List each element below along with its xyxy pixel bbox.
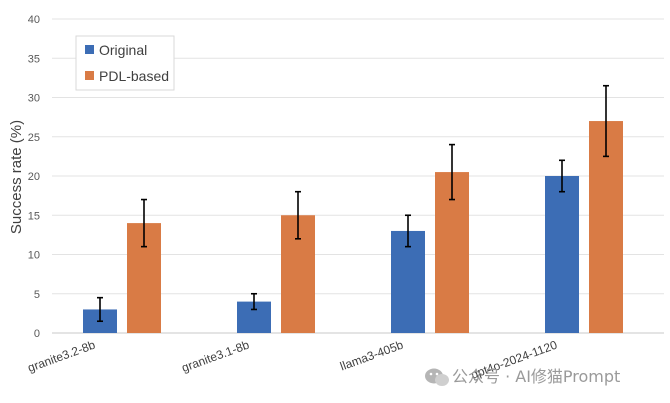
x-category-label: granite3.1-8b bbox=[180, 338, 252, 375]
legend-swatch-pdl-based bbox=[85, 71, 94, 80]
y-tick-label: 20 bbox=[28, 171, 40, 183]
legend: Original PDL-based bbox=[75, 35, 175, 91]
bar-original-llama3-405b bbox=[391, 230, 425, 333]
x-category-label: llama3-405b bbox=[338, 338, 405, 374]
legend-label-pdl-based: PDL-based bbox=[99, 68, 169, 84]
watermark: 公众号 · AI修猫Prompt bbox=[425, 367, 620, 386]
wechat-icon bbox=[425, 368, 449, 386]
watermark-text: 公众号 · AI修猫Prompt bbox=[452, 367, 620, 386]
error-bar bbox=[295, 190, 301, 240]
y-tick-label: 35 bbox=[28, 53, 40, 65]
bars bbox=[83, 121, 623, 333]
error-bar bbox=[449, 143, 455, 201]
error-bar bbox=[251, 292, 257, 311]
error-bar bbox=[97, 296, 103, 323]
y-tick-label: 0 bbox=[34, 328, 40, 340]
y-tick-label: 25 bbox=[28, 132, 40, 144]
error-bar bbox=[603, 84, 609, 158]
error-bar bbox=[141, 198, 147, 248]
y-tick-label: 5 bbox=[34, 289, 40, 301]
y-axis-label: Success rate (%) bbox=[8, 120, 25, 234]
legend-label-original: Original bbox=[99, 42, 147, 58]
y-axis-ticks: 0 5 10 15 20 25 30 35 40 bbox=[28, 14, 40, 340]
y-tick-label: 15 bbox=[28, 210, 40, 222]
error-bar bbox=[405, 214, 411, 248]
x-category-label: granite3.2-8b bbox=[26, 338, 98, 375]
error-bars bbox=[97, 84, 609, 323]
y-tick-label: 10 bbox=[28, 250, 40, 262]
legend-swatch-original bbox=[85, 45, 94, 54]
error-bar bbox=[559, 159, 565, 193]
bar-original-gpt4o-2024-1120 bbox=[545, 176, 579, 333]
y-tick-label: 40 bbox=[28, 14, 40, 26]
y-tick-label: 30 bbox=[28, 93, 40, 105]
